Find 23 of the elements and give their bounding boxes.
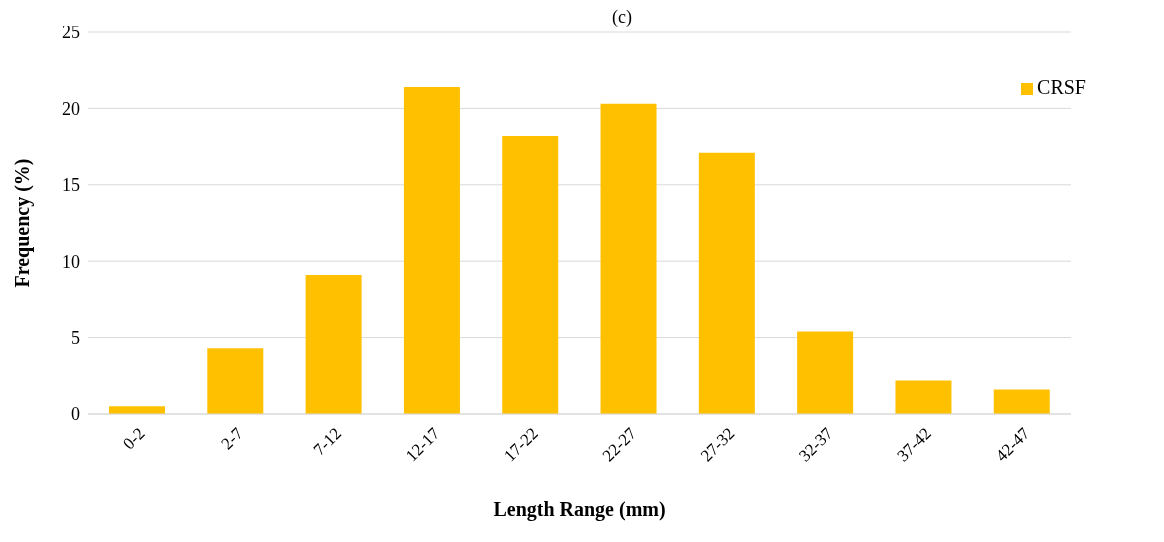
legend-label: CRSF [1037,76,1086,98]
x-axis-title: Length Range (mm) [493,498,666,521]
y-tick-label: 20 [62,98,80,119]
bar [698,152,755,414]
bar [993,389,1050,414]
y-tick-label: 25 [62,22,80,43]
y-axis-title: Frequency (%) [11,158,35,288]
x-tick-label: 7-12 [309,423,346,460]
x-tick-label: 0-2 [119,423,149,454]
bar [797,331,854,414]
bar [207,348,264,414]
bar [305,274,362,414]
bar [895,380,952,414]
bar [600,103,657,414]
x-tick-label: 2-7 [217,423,248,454]
y-tick-label: 0 [71,404,80,425]
y-tick-label: 15 [62,175,80,196]
y-tick-label: 10 [62,251,80,272]
chart-title: (c) [612,7,632,27]
y-tick-label: 5 [71,327,80,348]
bar [502,135,559,414]
bar [109,406,165,414]
bar [403,87,460,414]
